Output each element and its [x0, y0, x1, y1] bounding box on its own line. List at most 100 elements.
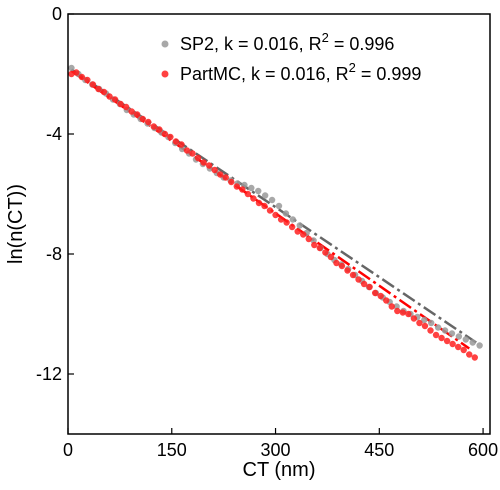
legend-marker: [161, 40, 169, 48]
partmc-point: [128, 108, 135, 115]
partmc-point: [344, 267, 351, 274]
partmc-point: [272, 211, 279, 219]
partmc-point: [167, 133, 174, 141]
legend-r2-value: = 0.996: [329, 34, 395, 54]
sp2-point: [296, 222, 303, 229]
partmc-point: [89, 81, 97, 88]
partmc-point: [349, 271, 357, 279]
sp2-point: [441, 327, 449, 334]
partmc-point: [405, 310, 412, 318]
partmc-point: [84, 76, 91, 84]
partmc-point: [388, 303, 395, 310]
partmc-point: [460, 346, 467, 354]
partmc-point: [233, 183, 240, 190]
sp2-point: [469, 339, 476, 346]
partmc-point: [454, 343, 462, 351]
partmc-point: [360, 280, 368, 288]
legend-superscript: 2: [349, 60, 356, 75]
x-axis-title: CT (nm): [243, 459, 316, 481]
partmc-point: [228, 178, 235, 186]
partmc-point: [111, 96, 119, 103]
partmc-point: [189, 150, 196, 157]
partmc-point: [466, 351, 473, 358]
partmc-point: [200, 159, 207, 166]
partmc-point: [255, 199, 263, 207]
partmc-point: [183, 147, 191, 154]
partmc-point: [95, 85, 102, 93]
partmc-point: [416, 319, 423, 327]
partmc-point: [78, 73, 86, 81]
partmc-point: [355, 276, 362, 283]
x-tick-label: 300: [261, 440, 291, 460]
partmc-point: [277, 216, 285, 223]
y-axis-ticks: 0 -4 -8 -12: [36, 4, 74, 384]
legend-entry: PartMC, k = 0.016, R2 = 0.999: [180, 60, 421, 84]
partmc-point: [449, 340, 456, 348]
legend-entry: SP2, k = 0.016, R2 = 0.996: [180, 30, 394, 54]
legend-r2-value: = 0.999: [356, 64, 422, 84]
sp2-point: [448, 330, 456, 337]
partmc-point: [145, 118, 152, 126]
partmc-point: [338, 262, 346, 270]
partmc-point: [427, 327, 434, 334]
partmc-point: [178, 141, 185, 148]
partmc-point: [366, 283, 373, 291]
partmc-point: [438, 334, 445, 342]
x-tick-label: 600: [468, 440, 498, 460]
partmc-point: [205, 162, 213, 169]
partmc-point: [333, 259, 340, 267]
sp2-point: [455, 333, 463, 340]
legend-marker: [161, 70, 169, 78]
legend-superscript: 2: [322, 30, 329, 45]
partmc-point: [250, 195, 257, 202]
partmc-point: [106, 93, 113, 100]
partmc-point: [239, 186, 246, 193]
partmc-point: [443, 337, 451, 345]
partmc-point: [172, 138, 180, 145]
x-tick-label: 150: [157, 440, 187, 460]
data-points: [68, 64, 483, 361]
partmc-point: [133, 111, 141, 118]
partmc-point: [432, 331, 440, 339]
sp2-point: [421, 316, 428, 324]
sp2-point: [255, 187, 262, 195]
y-tick-label: -8: [46, 244, 62, 264]
partmc-point: [410, 315, 418, 322]
partmc-point: [194, 154, 202, 162]
partmc-point: [122, 103, 130, 111]
partmc-point: [311, 241, 318, 249]
sp2-point: [282, 210, 290, 217]
partmc-point: [421, 322, 429, 330]
partmc-point: [300, 231, 307, 238]
partmc-point: [471, 354, 478, 361]
sp2-point: [268, 196, 276, 204]
partmc-point: [288, 223, 296, 231]
sp2-point: [68, 64, 75, 72]
partmc-point: [244, 190, 252, 198]
sp2-point: [289, 216, 297, 223]
partmc-point: [371, 289, 379, 297]
sp2-point: [462, 336, 469, 343]
partmc-point: [327, 253, 335, 261]
plot-frame: [67, 13, 491, 435]
sp2-point: [476, 342, 483, 349]
legend-label: SP2, k = 0.016, R: [180, 34, 322, 54]
legend-label: PartMC, k = 0.016, R: [180, 64, 349, 84]
partmc-point: [261, 202, 268, 210]
partmc-point: [156, 126, 163, 133]
partmc-point: [316, 244, 324, 252]
partmc-point: [222, 174, 229, 181]
sp2-point: [434, 324, 442, 331]
partmc-point: [399, 309, 407, 316]
partmc-point: [377, 292, 384, 300]
partmc-point: [117, 100, 124, 108]
partmc-point: [73, 69, 80, 76]
partmc-point: [161, 130, 169, 138]
partmc-point: [68, 70, 75, 78]
partmc-point: [305, 235, 312, 243]
sp2-point: [248, 184, 255, 192]
partmc-point: [283, 219, 290, 226]
partmc-point: [100, 88, 108, 96]
